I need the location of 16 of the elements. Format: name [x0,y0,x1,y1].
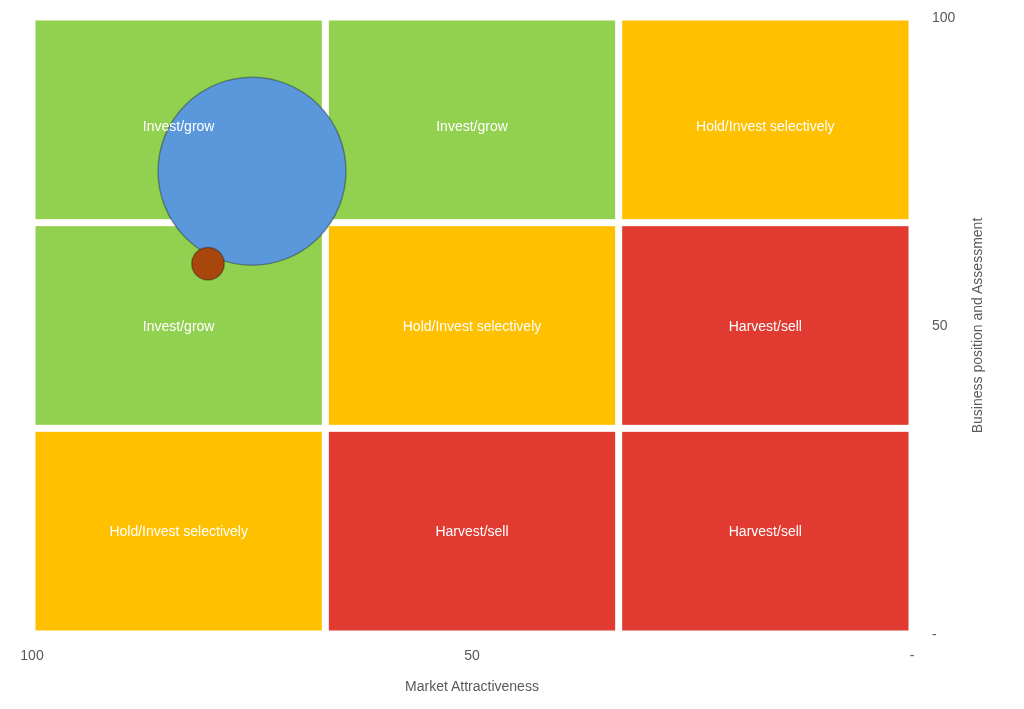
x-tick-label: - [909,646,915,663]
y-tick-label: 50 [932,317,948,334]
x-tick-label: 50 [464,646,480,663]
annotation: Hold/Invest selectively [402,317,542,334]
annotation: Hold/Invest selectively [109,523,248,540]
x-axis-title: Market Attractiveness [405,678,539,694]
annotation: Harvest/sell [435,523,509,540]
annotation: Hold/Invest selectively [696,117,835,134]
annotation: Harvest/sell [728,317,802,334]
annotation: Harvest/sell [728,523,802,540]
y-axis-title: Business position and Assessment [968,217,985,434]
y-tick-label: 100 [932,8,956,25]
annotation: Invest/grow [142,317,215,334]
x-tick-label: 100 [20,646,44,663]
y-tick-label: - [932,625,937,642]
annotation: Invest/grow [436,117,508,134]
